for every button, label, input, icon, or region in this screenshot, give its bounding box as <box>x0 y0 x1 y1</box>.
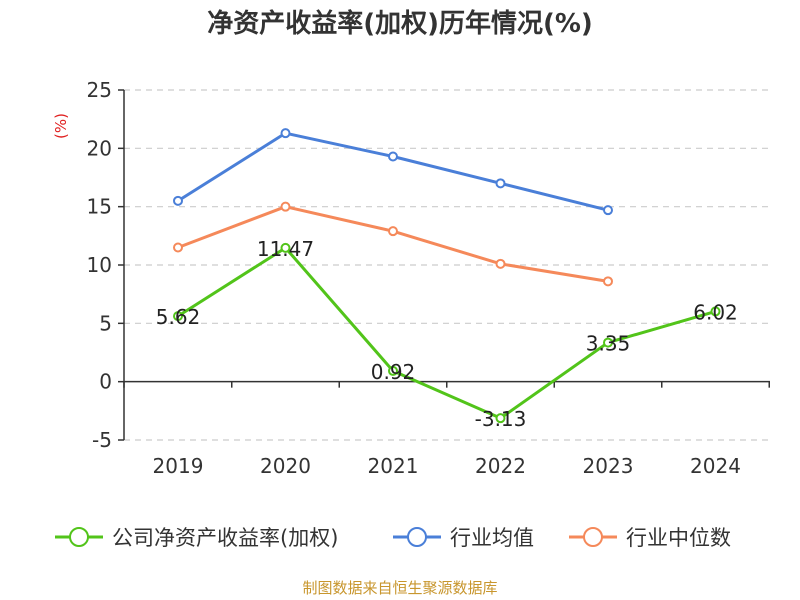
data-labels: 5.62 11.47 0.92 -3.13 3.35 6.02 <box>156 237 738 431</box>
data-label: 6.02 <box>693 300 738 324</box>
legend-label: 行业中位数 <box>626 526 731 550</box>
series-2 <box>173 201 613 287</box>
data-label: 5.62 <box>156 305 201 329</box>
data-point <box>280 242 291 253</box>
x-tick-label-2021: 2021 <box>368 454 419 478</box>
data-point <box>495 413 506 424</box>
y-tick-label: 0 <box>99 370 112 394</box>
legend-label: 行业均值 <box>450 526 534 550</box>
legend-label: 公司净资产收益率(加权) <box>112 526 338 550</box>
y-tick-label: -5 <box>92 428 112 452</box>
series-1 <box>173 128 613 216</box>
legend-marker-icon <box>583 527 603 547</box>
y-tick-label: 20 <box>87 136 112 160</box>
data-point <box>710 306 721 317</box>
data-label: -3.13 <box>475 407 527 431</box>
series-line <box>177 246 716 420</box>
data-point <box>173 242 183 253</box>
x-tick-label-2024: 2024 <box>690 454 741 478</box>
x-tick-label-2022: 2022 <box>475 454 526 478</box>
data-point <box>280 128 291 139</box>
chart-title: 净资产收益率(加权)历年情况(%) <box>207 8 593 39</box>
data-point <box>603 205 613 216</box>
data-point <box>388 226 398 237</box>
x-axis-ticks: 2019 2020 2021 2022 2023 2024 <box>123 381 770 478</box>
gridlines <box>124 89 770 441</box>
x-tick-label-2019: 2019 <box>153 454 204 478</box>
data-point <box>173 195 183 206</box>
series-line <box>177 131 609 212</box>
y-tick-label: 15 <box>87 195 112 219</box>
series-line <box>177 205 609 283</box>
series-group <box>173 128 721 424</box>
legend-item-2[interactable]: 行业中位数 <box>569 526 731 550</box>
series-0 <box>173 242 721 424</box>
legend: 公司净资产收益率(加权) 行业均值 行业中位数 <box>55 526 731 550</box>
data-point <box>603 276 613 287</box>
legend-marker-icon <box>407 527 427 547</box>
legend-item-1[interactable]: 行业均值 <box>393 526 534 550</box>
data-label: 0.92 <box>371 360 416 384</box>
data-label: 11.47 <box>257 237 314 261</box>
y-tick-label: 10 <box>87 253 112 277</box>
source-note: 制图数据来自恒生聚源数据库 <box>302 579 497 597</box>
data-label: 3.35 <box>586 332 631 356</box>
legend-item-0[interactable]: 公司净资产收益率(加权) <box>55 526 338 550</box>
y-tick-label: 25 <box>87 78 112 102</box>
x-tick-label-2020: 2020 <box>260 454 311 478</box>
data-point <box>603 337 613 348</box>
data-point <box>388 151 398 162</box>
data-point <box>280 201 291 212</box>
data-point <box>495 258 506 269</box>
y-axis-unit-label: (%) <box>52 113 70 139</box>
legend-marker-icon <box>69 527 89 547</box>
x-tick-label-2023: 2023 <box>583 454 634 478</box>
y-tick-label: 5 <box>99 311 112 335</box>
data-point <box>173 311 183 322</box>
data-point <box>388 365 398 376</box>
data-point <box>495 178 506 189</box>
y-axis-ticks: -5 0 5 10 15 20 25 <box>87 78 124 452</box>
